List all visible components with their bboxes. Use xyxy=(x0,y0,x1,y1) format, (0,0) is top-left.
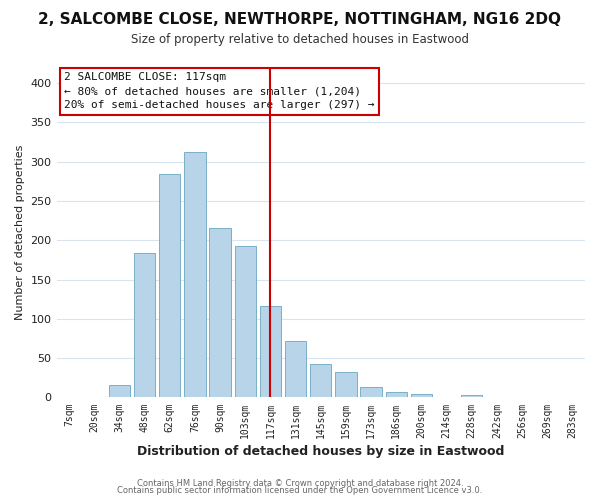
Bar xyxy=(209,228,231,398)
Text: Contains public sector information licensed under the Open Government Licence v3: Contains public sector information licen… xyxy=(118,486,482,495)
Bar xyxy=(235,246,256,398)
Bar xyxy=(310,364,331,398)
Bar xyxy=(109,385,130,398)
Text: Contains HM Land Registry data © Crown copyright and database right 2024.: Contains HM Land Registry data © Crown c… xyxy=(137,478,463,488)
Bar xyxy=(159,174,181,398)
Bar xyxy=(386,392,407,398)
Bar xyxy=(260,306,281,398)
Bar xyxy=(461,395,482,398)
Bar xyxy=(361,387,382,398)
Bar xyxy=(335,372,356,398)
Bar xyxy=(285,341,307,398)
Text: 2, SALCOMBE CLOSE, NEWTHORPE, NOTTINGHAM, NG16 2DQ: 2, SALCOMBE CLOSE, NEWTHORPE, NOTTINGHAM… xyxy=(38,12,562,28)
X-axis label: Distribution of detached houses by size in Eastwood: Distribution of detached houses by size … xyxy=(137,444,505,458)
Bar xyxy=(134,253,155,398)
Text: Size of property relative to detached houses in Eastwood: Size of property relative to detached ho… xyxy=(131,32,469,46)
Text: 2 SALCOMBE CLOSE: 117sqm
← 80% of detached houses are smaller (1,204)
20% of sem: 2 SALCOMBE CLOSE: 117sqm ← 80% of detach… xyxy=(64,72,375,110)
Bar xyxy=(184,152,206,398)
Bar xyxy=(411,394,432,398)
Y-axis label: Number of detached properties: Number of detached properties xyxy=(15,145,25,320)
